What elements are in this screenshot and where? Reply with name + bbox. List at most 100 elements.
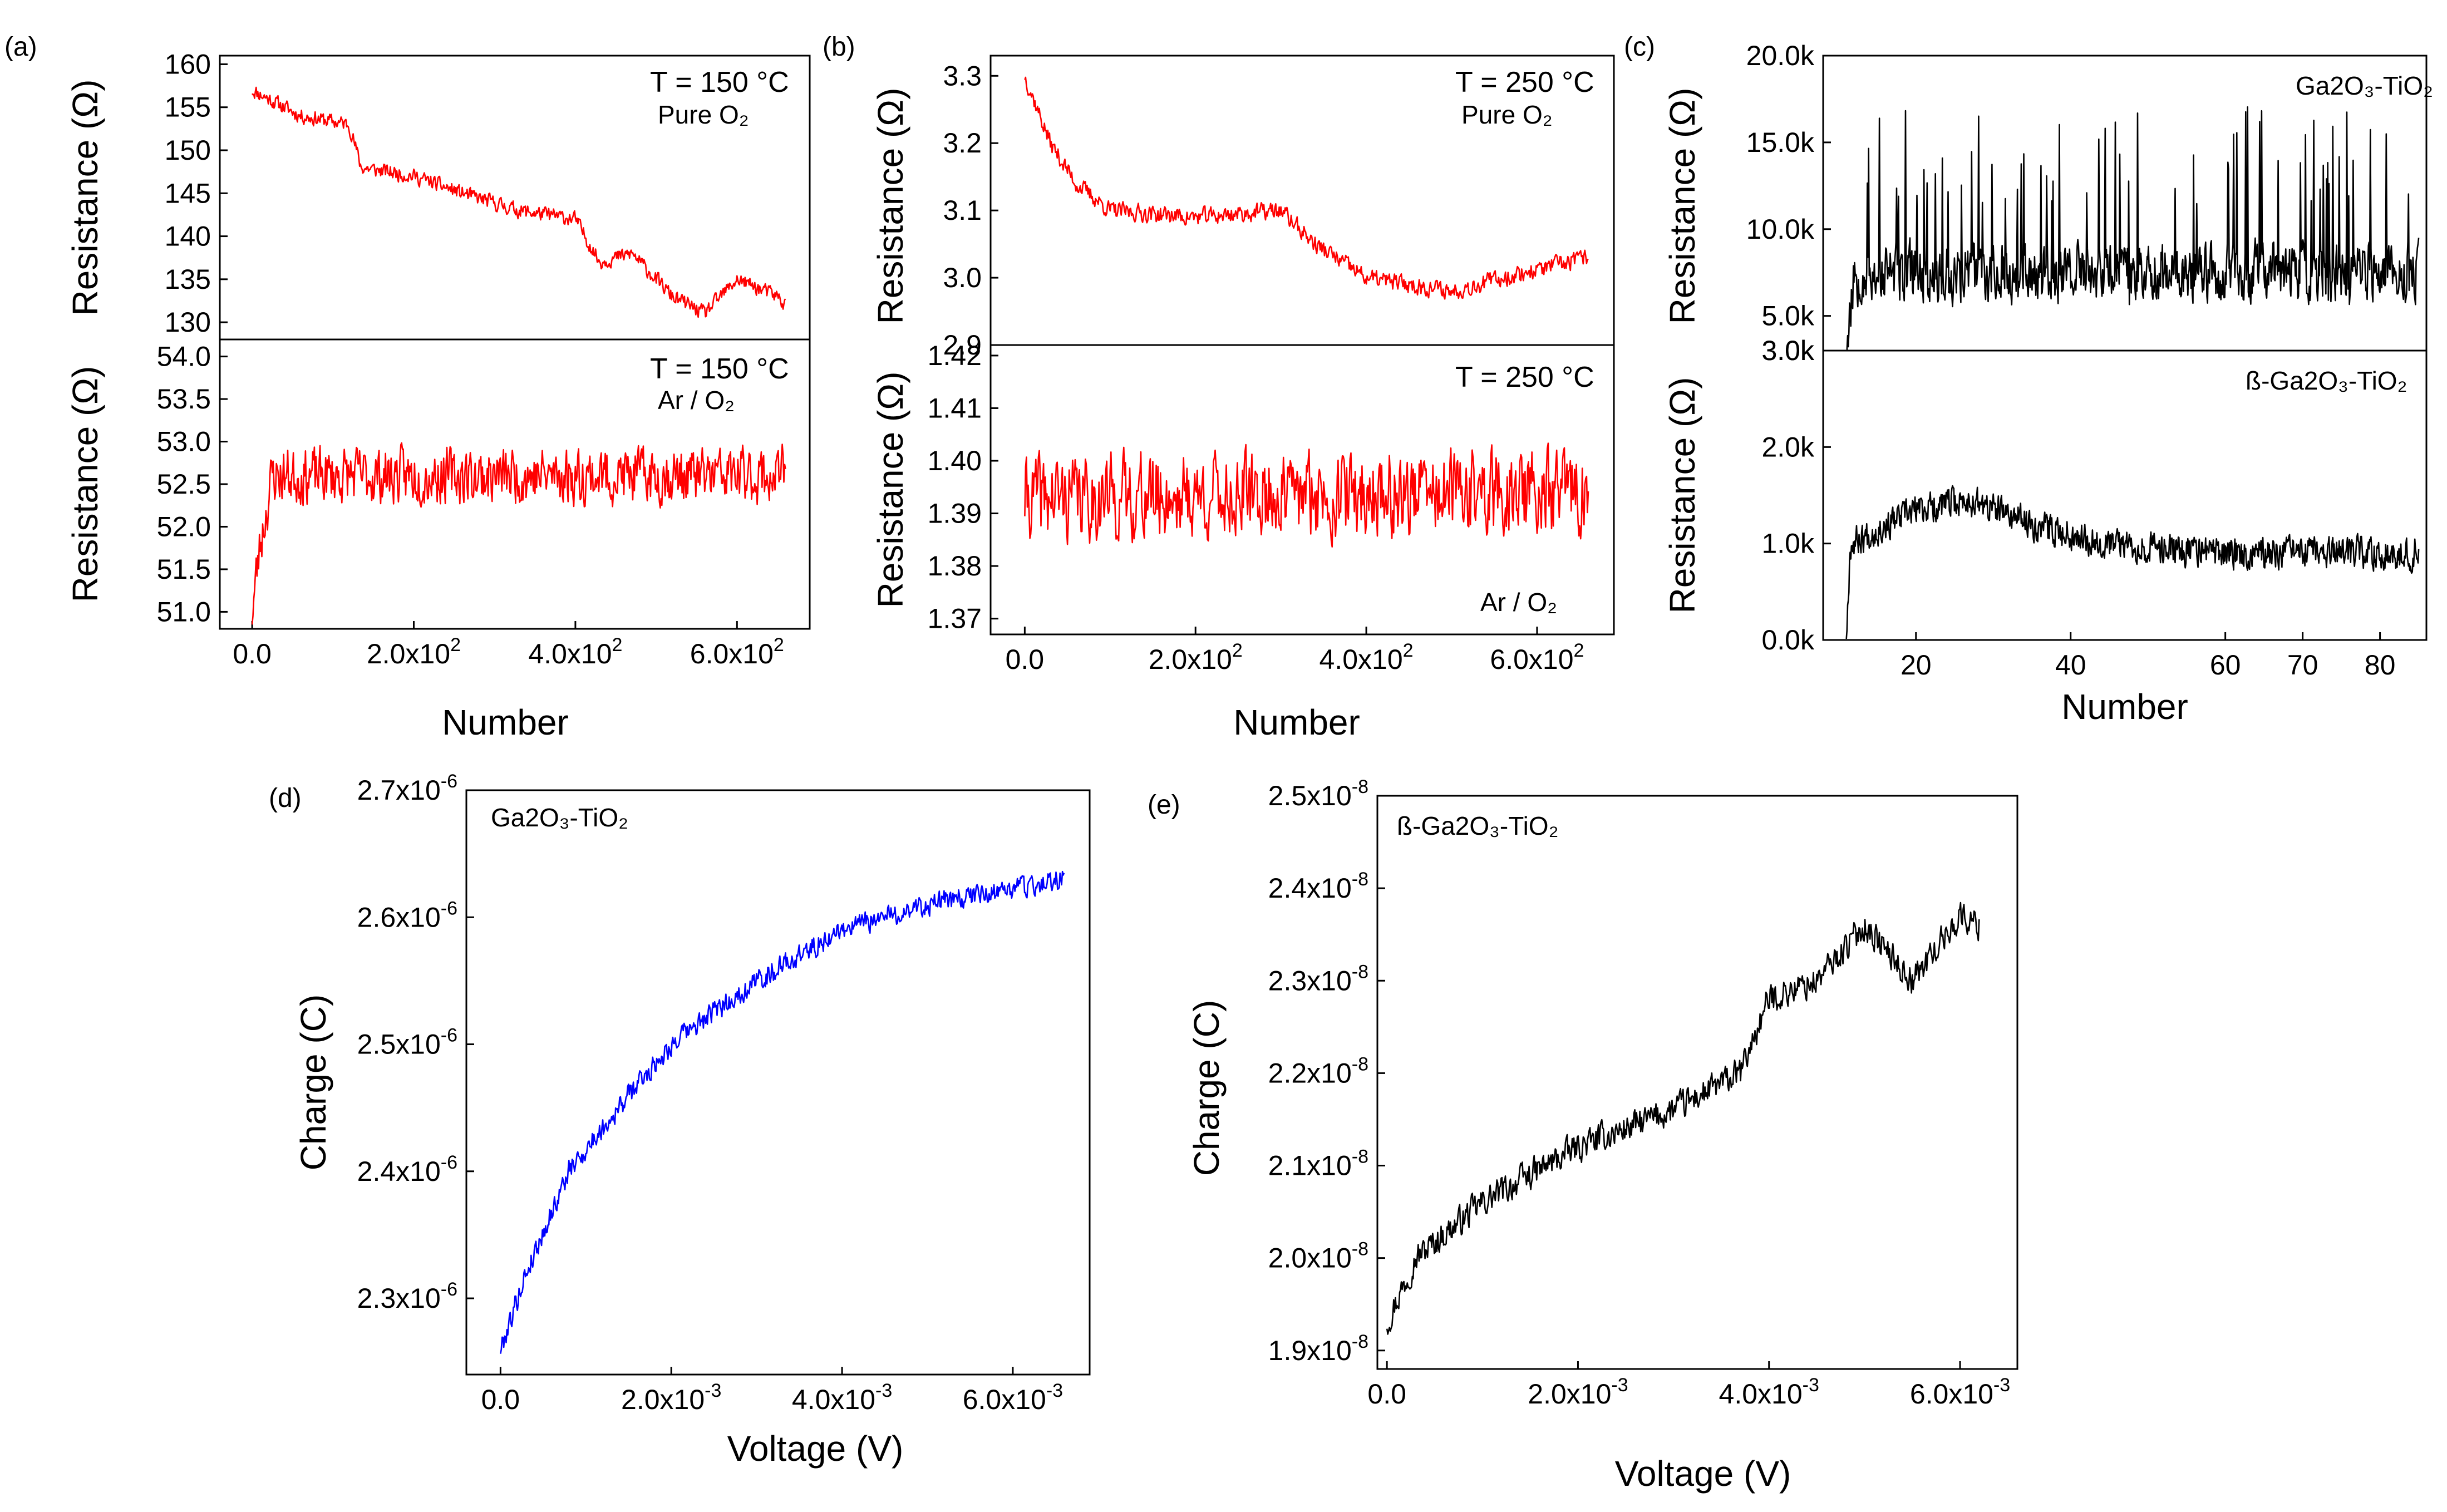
- b-top-ytick-label: 3.3: [943, 60, 982, 91]
- c-bottom-annotation: ß-Ga2O₃-TiO₂: [2246, 366, 2407, 395]
- panel-label-d: (d): [269, 784, 302, 813]
- b-top-axes: 2.9 3.0 3.1 3.2 3.3: [943, 60, 1589, 361]
- e-ytick-label: 2.4x10-8: [1268, 869, 1368, 904]
- d-xtick-label: 6.0x10-3: [963, 1380, 1063, 1415]
- c-top-ytick-label: 10.0k: [1746, 214, 1815, 245]
- a-xlabel: Number: [442, 702, 569, 742]
- panel-b: (b) 2.9 3.0 3.1 3.2 3.3 1.37 1.38 1.39 1.40 1.41…: [823, 32, 1615, 742]
- e-xtick-label: 6.0x10-3: [1910, 1375, 2010, 1410]
- plot-frame-d: [465, 789, 1091, 1376]
- c-bottom-ytick-label: 2.0k: [1761, 431, 1815, 462]
- a-top-ytick-label: 130: [165, 307, 211, 338]
- c-bottom-xtick-label: 40: [2055, 649, 2086, 681]
- plot-frame-b-bottom: [989, 344, 1615, 636]
- d-axes: 2.3x10-6 2.4x10-6 2.5x10-6 2.6x10-6 2.7x10-6…: [357, 771, 1065, 1415]
- c-bottom-xtick-label: 80: [2365, 649, 2396, 681]
- panel-label-e: (e): [1148, 790, 1180, 820]
- a-top-ytick-label: 135: [165, 264, 211, 295]
- a-bottom-xtick-label: 6.0x102: [690, 634, 784, 669]
- a-bottom-ytick-label: 51.5: [157, 554, 211, 585]
- c-top-series-line: [1846, 106, 2420, 351]
- d-ytick-label: 2.4x10-6: [357, 1152, 457, 1187]
- a-bottom-xtick-label: 2.0x102: [367, 634, 461, 669]
- a-bottom-annotation-temp: T = 150 °C: [650, 353, 789, 385]
- a-top-ytick-label: 160: [165, 48, 211, 80]
- e-series-line: [1386, 902, 1980, 1335]
- b-top-ytick-label: 3.1: [943, 195, 982, 226]
- c-bottom-xtick-label: 70: [2287, 649, 2318, 681]
- plot-frame-c-bottom: [1822, 349, 2428, 641]
- d-xlabel: Voltage (V): [727, 1429, 904, 1469]
- panel-label-b: (b): [823, 32, 855, 62]
- c-bottom-ylabel: Resistance (Ω): [1662, 377, 1702, 614]
- e-xlabel: Voltage (V): [1615, 1454, 1791, 1494]
- d-xtick-label: 2.0x10-3: [621, 1380, 721, 1415]
- panel-c: (c) 3.0k5.0k 10.0k 15.0k 20.0k 0.0k 1.0k 2.0k…: [1624, 32, 2433, 727]
- e-xtick-label: 0.0: [1367, 1378, 1406, 1410]
- e-ytick-label: 2.0x10-8: [1268, 1239, 1368, 1274]
- e-xtick-label: 4.0x10-3: [1719, 1375, 1819, 1410]
- e-ytick-label: 2.5x10-8: [1268, 776, 1368, 811]
- c-bottom-xtick-label: 60: [2210, 649, 2241, 681]
- c-xlabel: Number: [2061, 687, 2188, 727]
- a-bottom-series-line: [251, 442, 786, 625]
- b-bottom-ytick-label: 1.37: [928, 603, 982, 634]
- b-top-ylabel: Resistance (Ω): [870, 88, 910, 324]
- d-series-line: [500, 870, 1065, 1354]
- c-top-ytick-label: 3.0k: [1761, 335, 1815, 366]
- a-bottom-ytick-label: 52.5: [157, 469, 211, 500]
- d-ylabel: Charge (C): [293, 994, 333, 1171]
- panel-e: (e) 1.9x10-8 2.0x10-8 2.1x10-8 2.2x10-8 2.3x…: [1148, 776, 2018, 1494]
- b-bottom-ytick-label: 1.40: [928, 445, 982, 476]
- c-top-axes: 3.0k5.0k 10.0k 15.0k 20.0k: [1746, 40, 2420, 366]
- a-bottom-ylabel: Resistance (Ω): [65, 366, 105, 603]
- e-ytick-label: 2.1x10-8: [1268, 1146, 1368, 1181]
- b-bottom-xtick-label: 4.0x102: [1319, 640, 1414, 675]
- b-xlabel: Number: [1233, 702, 1360, 742]
- c-top-ytick-label: 20.0k: [1746, 40, 1815, 71]
- a-bottom-axes: 51.0 51.5 52.0 52.5 53.0 53.5 54.0 0.0 2.0x102 4.…: [157, 341, 786, 669]
- d-ytick-label: 2.6x10-6: [357, 898, 457, 933]
- a-bottom-ytick-label: 53.5: [157, 383, 211, 415]
- plot-frame-e: [1376, 795, 2018, 1370]
- d-ytick-label: 2.5x10-6: [357, 1025, 457, 1060]
- b-bottom-ytick-label: 1.38: [928, 550, 982, 582]
- e-ytick-label: 2.3x10-8: [1268, 961, 1368, 996]
- b-top-annotation-gas: Pure O₂: [1461, 100, 1553, 129]
- b-top-ytick-label: 2.9: [943, 329, 982, 361]
- c-top-ytick-label: 5.0k: [1761, 301, 1815, 332]
- b-top-series-line: [1024, 76, 1589, 300]
- a-top-annotation-gas: Pure O₂: [658, 100, 749, 129]
- a-bottom-xtick-label: 4.0x102: [528, 634, 622, 669]
- c-bottom-xtick-label: 20: [1901, 649, 1932, 681]
- c-bottom-ytick-label: 0.0k: [1761, 624, 1815, 656]
- b-bottom-annotation-temp: T = 250 °C: [1455, 361, 1594, 393]
- a-bottom-ytick-label: 53.0: [157, 426, 211, 457]
- b-top-ytick-label: 3.0: [943, 262, 982, 293]
- e-axes: 1.9x10-8 2.0x10-8 2.1x10-8 2.2x10-8 2.3x10-8…: [1268, 776, 2011, 1410]
- d-annotation: Ga2O₃-TiO₂: [491, 803, 628, 832]
- b-bottom-axes: 1.37 1.38 1.39 1.40 1.41 1.42 0.0 2.0x102 4.0x10…: [928, 340, 1589, 675]
- a-top-ylabel: Resistance (Ω): [65, 80, 105, 316]
- e-annotation: ß-Ga2O₃-TiO₂: [1397, 811, 1558, 840]
- panel-label-a: (a): [4, 32, 37, 62]
- b-bottom-xtick-label: 2.0x102: [1149, 640, 1243, 675]
- b-bottom-ytick-label: 1.39: [928, 498, 982, 529]
- panel-label-c: (c): [1624, 32, 1655, 62]
- b-bottom-annotation-gas: Ar / O₂: [1480, 588, 1557, 617]
- a-top-ytick-label: 145: [165, 178, 211, 209]
- a-bottom-xtick-label: 0.0: [233, 638, 272, 669]
- e-ytick-label: 1.9x10-8: [1268, 1331, 1368, 1366]
- c-bottom-axes: 0.0k 1.0k 2.0k 3.0k 20 40 60 70 80: [1761, 335, 2420, 681]
- b-bottom-xtick-label: 0.0: [1006, 644, 1045, 675]
- a-top-series-line: [252, 86, 786, 318]
- a-top-ytick-label: 150: [165, 135, 211, 166]
- panel-d: (d) 2.3x10-6 2.4x10-6 2.5x10-6 2.6x10-6 2.7x…: [269, 771, 1091, 1469]
- a-top-ytick-label: 155: [165, 92, 211, 123]
- e-xtick-label: 2.0x10-3: [1528, 1375, 1628, 1410]
- b-top-ytick-label: 3.2: [943, 127, 982, 159]
- panel-a: (a) 130 135 140 145 150 155 160 51.0 51.5 52.0 52…: [4, 32, 811, 742]
- b-bottom-ylabel: Resistance (Ω): [870, 372, 910, 608]
- a-bottom-ytick-label: 52.0: [157, 511, 211, 542]
